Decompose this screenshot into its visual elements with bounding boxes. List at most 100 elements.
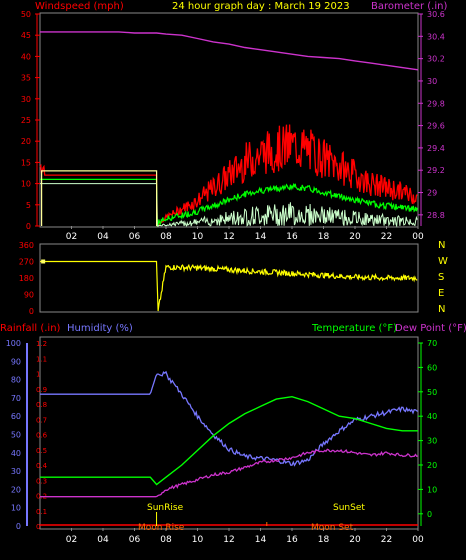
wind-gust-series bbox=[39, 124, 418, 227]
rainfall-y-tick-label: 1 bbox=[36, 371, 40, 379]
humidity-y-tick-label: 10 bbox=[11, 504, 21, 513]
barometer-y-ticks: 28.8 29 29.2 29.4 29.6 29.8 30 30.2 30.4 30.6 bbox=[418, 10, 445, 226]
barometer-y-tick-label: 28.8 bbox=[427, 211, 445, 220]
compass-label: N bbox=[438, 304, 445, 315]
x-tick-label: 04 bbox=[97, 535, 109, 545]
barometer-y-tick-label: 30.2 bbox=[427, 55, 445, 64]
temperature-y-tick-label: 10 bbox=[427, 485, 437, 494]
humidity-y-tick-label: 40 bbox=[11, 449, 21, 458]
barometer-y-tick-label: 30.4 bbox=[427, 32, 445, 41]
rainfall-y-tick-label: 1.1 bbox=[36, 355, 47, 363]
humidity-panel-frame bbox=[39, 336, 419, 530]
barometer-y-tick-label: 29.6 bbox=[427, 122, 445, 131]
moonrise-label: Moon Rise bbox=[138, 523, 185, 533]
windspeed-axis-label: Windspeed (mph) bbox=[35, 1, 124, 12]
x-tick-label: 14 bbox=[255, 535, 267, 545]
x-tick-label: 10 bbox=[192, 535, 204, 545]
wind-average-series bbox=[40, 178, 418, 227]
temperature-y-tick-label: 30 bbox=[427, 437, 437, 446]
compass-label: S bbox=[438, 272, 444, 283]
rainfall-y-tick-label: 0.9 bbox=[36, 386, 47, 394]
x-tick-label: 02 bbox=[66, 535, 77, 545]
wind-direction-series bbox=[40, 260, 418, 312]
moonset-label: Moon Set bbox=[311, 523, 354, 533]
bottom-x-ticks: 02 04 06 08 10 12 14 16 18 20 22 00 bbox=[66, 528, 424, 545]
x-tick-label: 18 bbox=[318, 232, 330, 242]
barometer-y-tick-label: 29.4 bbox=[427, 144, 445, 153]
direction-y-tick-label: 270 bbox=[19, 258, 34, 267]
rainfall-y-tick-label: 0.4 bbox=[36, 462, 48, 470]
humidity-y-ticks: 0 10 20 30 40 50 60 70 80 90 100 bbox=[6, 339, 28, 531]
sunset-label: SunSet bbox=[333, 503, 365, 513]
x-tick-label: 10 bbox=[192, 232, 204, 242]
humidity-y-tick-label: 70 bbox=[11, 394, 21, 403]
wind-y-tick-label: 0 bbox=[26, 222, 31, 231]
wind-y-tick-label: 50 bbox=[21, 10, 31, 19]
dewpoint-axis-label: Dew Point (°F) bbox=[395, 323, 466, 334]
x-tick-label: 02 bbox=[66, 232, 77, 242]
x-tick-label: 06 bbox=[129, 232, 141, 242]
x-tick-label: 06 bbox=[129, 535, 141, 545]
wind-y-tick-label: 25 bbox=[21, 116, 31, 125]
barometer-series bbox=[40, 31, 419, 71]
x-tick-label: 00 bbox=[412, 535, 424, 545]
rainfall-y-tick-label: 0.6 bbox=[36, 432, 48, 440]
compass-label: N bbox=[438, 240, 445, 251]
x-tick-label: 18 bbox=[318, 535, 330, 545]
temperature-y-tick-label: 40 bbox=[427, 412, 437, 421]
x-tick-label: 22 bbox=[381, 232, 392, 242]
x-tick-label: 16 bbox=[286, 232, 298, 242]
humidity-y-tick-label: 90 bbox=[11, 357, 21, 366]
x-tick-label: 08 bbox=[160, 535, 172, 545]
temperature-axis-label: Temperature (°F) bbox=[311, 323, 397, 334]
barometer-y-tick-label: 29 bbox=[427, 189, 437, 198]
wind-y-tick-label: 45 bbox=[21, 31, 31, 40]
rainfall-y-tick-label: 0.5 bbox=[36, 447, 47, 455]
barometer-y-tick-label: 29.8 bbox=[427, 99, 445, 108]
wind-panel-frame bbox=[39, 12, 419, 228]
temperature-y-tick-label: 50 bbox=[427, 388, 437, 397]
direction-y-ticks: 0 90 180 270 360 bbox=[19, 241, 34, 316]
rainfall-axis-label: Rainfall (.in) bbox=[0, 323, 61, 334]
humidity-y-tick-label: 80 bbox=[11, 376, 21, 385]
temperature-series bbox=[40, 395, 418, 486]
compass-label: E bbox=[438, 288, 444, 299]
rainfall-y-tick-label: 0.3 bbox=[36, 477, 47, 485]
direction-start-marker bbox=[41, 259, 46, 264]
direction-y-tick-label: 90 bbox=[24, 291, 34, 300]
direction-y-tick-label: 360 bbox=[19, 241, 34, 250]
direction-y-tick-label: 180 bbox=[19, 274, 34, 283]
rainfall-y-tick-label: 1.2 bbox=[36, 340, 47, 348]
sunrise-label: SunRise bbox=[147, 503, 184, 513]
wind-y-ticks: 0 5 10 15 20 25 30 35 40 45 50 bbox=[21, 10, 40, 231]
temperature-y-tick-label: 20 bbox=[427, 461, 437, 470]
barometer-y-tick-label: 30.6 bbox=[427, 10, 445, 19]
wind-y-tick-label: 5 bbox=[26, 201, 31, 210]
wind-low-series bbox=[40, 183, 418, 228]
compass-label: W bbox=[438, 256, 448, 267]
wind-x-ticks: 02 04 06 08 10 12 14 16 18 20 22 00 bbox=[66, 226, 424, 242]
x-tick-label: 00 bbox=[412, 232, 424, 242]
wind-y-tick-label: 35 bbox=[21, 74, 31, 83]
humidity-y-tick-label: 0 bbox=[16, 522, 21, 531]
wind-y-tick-label: 40 bbox=[21, 52, 31, 61]
x-tick-label: 20 bbox=[349, 232, 361, 242]
barometer-axis-label: Barometer (.in) bbox=[371, 1, 447, 12]
humidity-y-tick-label: 30 bbox=[11, 467, 21, 476]
x-tick-label: 04 bbox=[97, 232, 109, 242]
temperature-y-tick-label: 70 bbox=[427, 339, 437, 348]
x-tick-label: 12 bbox=[223, 232, 234, 242]
chart-title: 24 hour graph day : March 19 2023 bbox=[172, 1, 350, 12]
rainfall-y-tick-label: 0.8 bbox=[36, 401, 47, 409]
rainfall-y-tick-label: 0 bbox=[36, 523, 40, 531]
humidity-series bbox=[40, 370, 419, 467]
x-tick-label: 08 bbox=[160, 232, 172, 242]
dewpoint-series bbox=[40, 448, 419, 498]
temperature-y-tick-label: 0 bbox=[427, 510, 432, 519]
rainfall-y-ticks: 00.10.20.30.40.50.60.70.80.911.11.2 bbox=[36, 340, 48, 531]
humidity-y-tick-label: 60 bbox=[11, 412, 21, 421]
x-tick-label: 14 bbox=[255, 232, 267, 242]
temperature-y-ticks: 0 10 20 30 40 50 60 70 bbox=[418, 339, 437, 526]
x-tick-label: 16 bbox=[286, 535, 298, 545]
